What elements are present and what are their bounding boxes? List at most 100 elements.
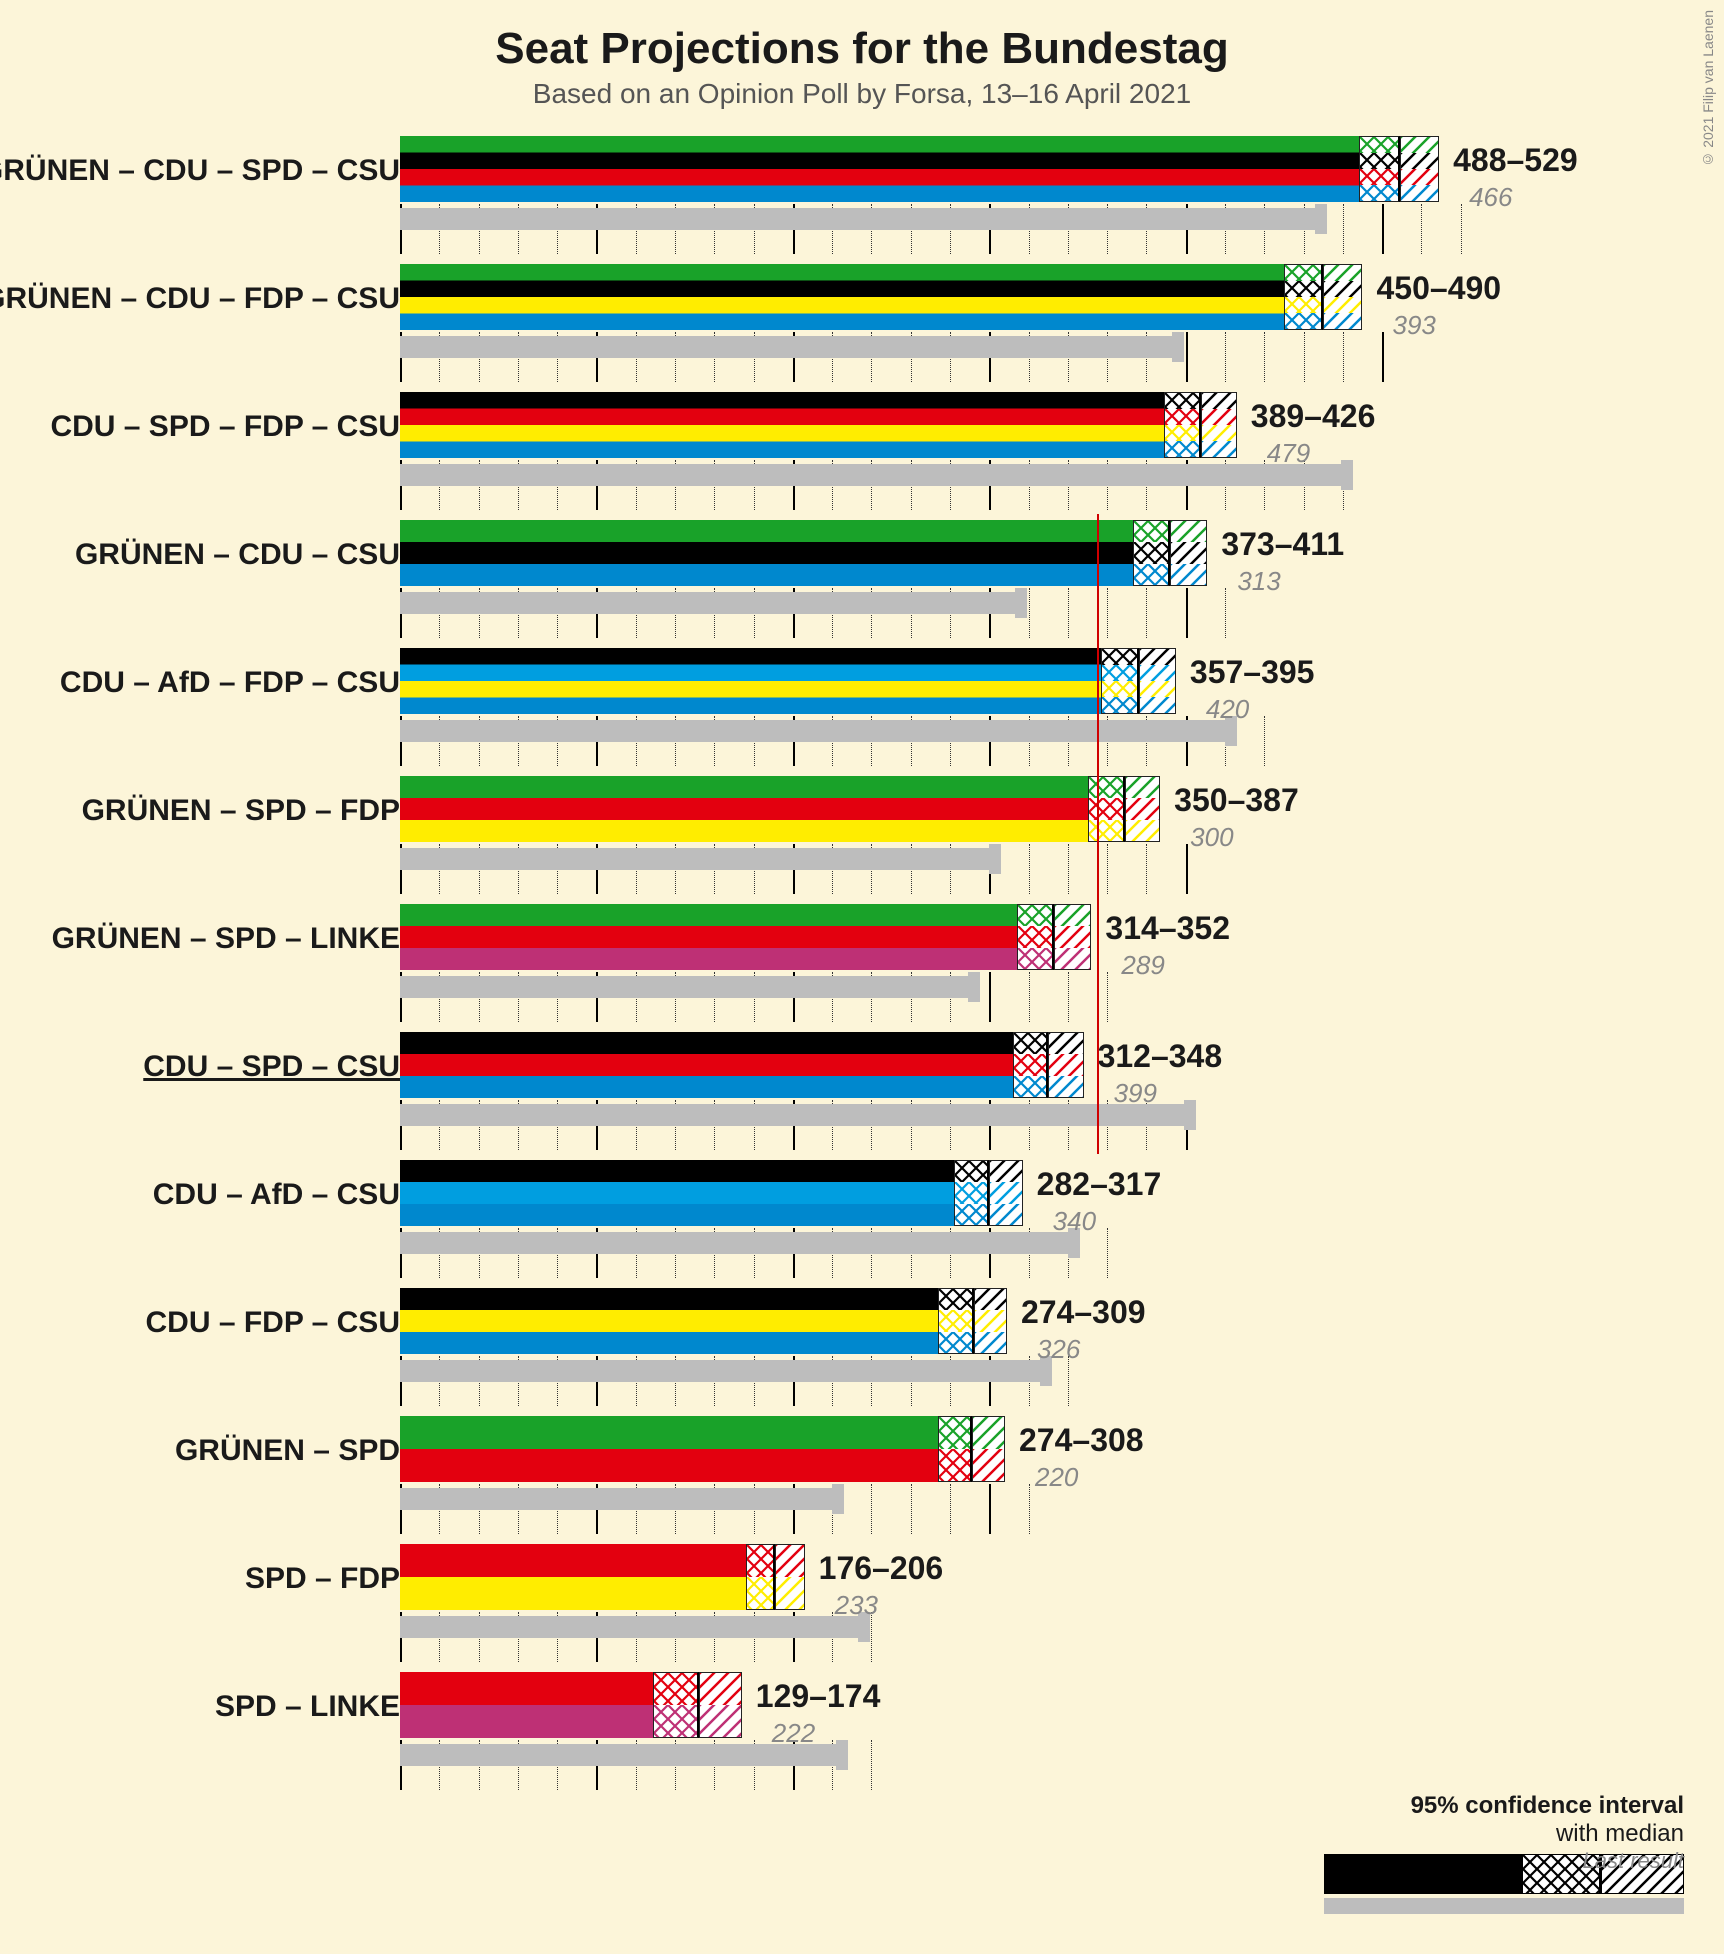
bar-segment-low	[400, 264, 1284, 330]
bar-segment-ci-low	[653, 1672, 698, 1738]
bar-segment-ci-low	[1164, 392, 1201, 458]
coalition-label: GRÜNEN – CDU – CSU	[75, 538, 400, 572]
projection-bar	[400, 1544, 1500, 1610]
bar-area: 274–308220	[400, 1410, 1500, 1538]
value-range-label: 389–426	[1251, 398, 1376, 435]
value-range-label: 274–309	[1021, 1294, 1146, 1331]
projection-bar	[400, 136, 1500, 202]
bar-segment-ci-low	[1088, 776, 1125, 842]
projection-bar	[400, 1672, 1500, 1738]
legend-ci-label-1: 95% confidence interval	[1324, 1792, 1684, 1820]
bar-segment-ci-high	[775, 1544, 804, 1610]
coalition-row: CDU – AfD – CSU282–317340	[0, 1154, 1724, 1282]
last-result-bar	[400, 1744, 836, 1766]
projection-bar	[400, 1032, 1500, 1098]
last-result-bar	[400, 1232, 1068, 1254]
value-last-label: 233	[835, 1590, 878, 1621]
last-result-bar	[400, 1360, 1040, 1382]
legend-last-label: Last result	[1583, 1848, 1685, 1874]
value-range-label: 373–411	[1221, 526, 1344, 563]
coalition-row: CDU – AfD – FDP – CSU357–395420	[0, 642, 1724, 770]
last-result-bar	[400, 976, 968, 998]
value-last-label: 220	[1035, 1462, 1078, 1493]
coalition-label: GRÜNEN – SPD – FDP	[82, 794, 400, 828]
coalition-row: GRÜNEN – CDU – FDP – CSU 450–490393	[0, 258, 1724, 386]
last-result-bar	[400, 208, 1315, 230]
bar-segment-ci-low	[1359, 136, 1400, 202]
bar-segment-ci-high	[1048, 1032, 1083, 1098]
coalition-label: CDU – FDP – CSU	[145, 1306, 400, 1340]
value-range-label: 274–308	[1019, 1422, 1144, 1459]
value-range-label: 450–490	[1377, 270, 1502, 307]
projection-bar	[400, 1288, 1500, 1354]
bar-segment-low	[400, 1416, 938, 1482]
value-last-label: 313	[1237, 566, 1280, 597]
value-last-label: 300	[1190, 822, 1233, 853]
last-result-bar	[400, 336, 1172, 358]
last-result-bar	[400, 1616, 858, 1638]
bar-area: 488–529466	[400, 130, 1500, 258]
bar-area: 129–174222	[400, 1666, 1500, 1794]
coalition-label: SPD – FDP	[245, 1562, 400, 1596]
bar-segment-ci-high	[974, 1288, 1007, 1354]
bar-segment-low	[400, 136, 1359, 202]
bar-segment-ci-high	[1201, 392, 1236, 458]
legend-ci-label-2: with median	[1324, 1820, 1684, 1848]
coalition-label: GRÜNEN – CDU – FDP – CSU	[0, 282, 400, 316]
projection-bar	[400, 648, 1500, 714]
value-range-label: 176–206	[819, 1550, 944, 1587]
value-last-label: 399	[1114, 1078, 1157, 1109]
coalition-row: CDU – SPD – CSU 312–348399	[0, 1026, 1724, 1154]
bar-area: 389–426479	[400, 386, 1500, 514]
bar-segment-ci-high	[699, 1672, 742, 1738]
coalition-label: CDU – SPD – CSU	[143, 1050, 400, 1084]
coalition-row: SPD – FDP176–206233	[0, 1538, 1724, 1666]
bar-segment-ci-high	[972, 1416, 1005, 1482]
bar-segment-low	[400, 520, 1133, 586]
bar-segment-ci-low	[1133, 520, 1170, 586]
bar-segment-low	[400, 1544, 746, 1610]
bar-segment-ci-low	[1101, 648, 1138, 714]
value-last-label: 222	[772, 1718, 815, 1749]
coalition-row: GRÜNEN – SPD – FDP350–387300	[0, 770, 1724, 898]
bar-segment-low	[400, 1032, 1013, 1098]
bar-area: 176–206233	[400, 1538, 1500, 1666]
value-last-label: 466	[1469, 182, 1512, 213]
seat-projection-chart: GRÜNEN – CDU – SPD – CSU488–529466GRÜNEN…	[0, 130, 1724, 1794]
chart-subtitle: Based on an Opinion Poll by Forsa, 13–16…	[0, 78, 1724, 110]
value-last-label: 479	[1267, 438, 1310, 469]
bar-segment-ci-high	[1125, 776, 1160, 842]
bar-segment-ci-high	[989, 1160, 1022, 1226]
value-range-label: 312–348	[1098, 1038, 1223, 1075]
coalition-label: GRÜNEN – SPD	[175, 1434, 400, 1468]
coalition-row: CDU – SPD – FDP – CSU389–426479	[0, 386, 1724, 514]
value-range-label: 350–387	[1174, 782, 1299, 819]
bar-segment-ci-high	[1170, 520, 1207, 586]
projection-bar	[400, 1416, 1500, 1482]
value-range-label: 314–352	[1105, 910, 1230, 947]
bar-segment-ci-low	[1284, 264, 1323, 330]
value-last-label: 393	[1393, 310, 1436, 341]
last-result-bar	[400, 592, 1015, 614]
coalition-label: CDU – AfD – CSU	[153, 1178, 400, 1212]
bar-area: 350–387300	[400, 770, 1500, 898]
coalition-label: CDU – SPD – FDP – CSU	[50, 410, 400, 444]
last-result-bar	[400, 464, 1341, 486]
last-result-bar	[400, 720, 1225, 742]
bar-segment-low	[400, 392, 1164, 458]
bar-segment-ci-low	[954, 1160, 989, 1226]
legend-last-bar	[1324, 1898, 1684, 1914]
bar-area: 357–395420	[400, 642, 1500, 770]
bar-segment-ci-low	[746, 1544, 775, 1610]
bar-segment-ci-high	[1400, 136, 1439, 202]
legend: 95% confidence interval with median Last…	[1324, 1792, 1684, 1914]
projection-bar	[400, 264, 1500, 330]
page: © 2021 Filip van Laenen Seat Projections…	[0, 0, 1724, 1954]
value-last-label: 289	[1121, 950, 1164, 981]
value-range-label: 357–395	[1190, 654, 1315, 691]
value-last-label: 326	[1037, 1334, 1080, 1365]
chart-title: Seat Projections for the Bundestag	[0, 0, 1724, 74]
value-range-label: 488–529	[1453, 142, 1578, 179]
bar-area: 373–411313	[400, 514, 1500, 642]
bar-area: 282–317340	[400, 1154, 1500, 1282]
